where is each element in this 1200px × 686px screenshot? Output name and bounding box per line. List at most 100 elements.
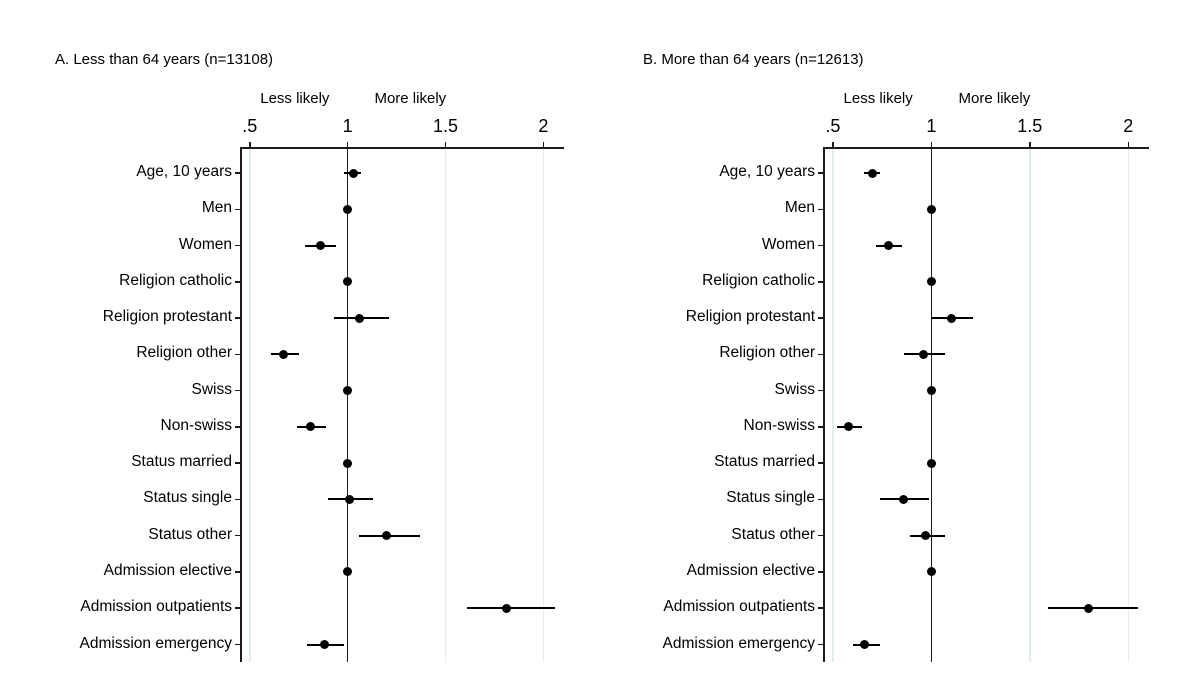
- category-tick: [817, 498, 824, 501]
- category-label: Religion other: [719, 344, 815, 362]
- or-dot: [926, 386, 936, 396]
- category-label: Status single: [143, 489, 232, 507]
- category-tick: [817, 534, 824, 537]
- category-tick: [817, 571, 824, 573]
- or-dot: [918, 349, 928, 359]
- category-label: Religion protestant: [102, 308, 232, 326]
- or-dot: [382, 531, 392, 541]
- ci-line: [306, 643, 344, 646]
- more-likely-label: More likely: [958, 90, 1031, 107]
- or-dot: [946, 313, 956, 323]
- or-dot: [343, 567, 353, 577]
- category-label: Men: [201, 199, 232, 217]
- ci-line: [328, 498, 374, 501]
- ci-line: [852, 643, 881, 646]
- category-tick: [234, 244, 241, 247]
- panel-a-title: A. Less than 64 years (n=13108): [55, 51, 274, 68]
- y-axis-line: [240, 147, 242, 662]
- category-label: Swiss: [191, 380, 232, 398]
- or-dot: [926, 204, 936, 214]
- category-tick: [234, 534, 241, 537]
- or-dot: [278, 349, 288, 359]
- category-label: Women: [761, 235, 815, 253]
- category-label: Status other: [148, 525, 232, 543]
- or-dot: [1084, 603, 1094, 613]
- x-tick-label: 1: [342, 116, 353, 136]
- category-label: Religion catholic: [119, 271, 232, 289]
- category-tick: [817, 462, 824, 464]
- category-tick: [234, 607, 241, 609]
- category-label: Admission outpatients: [80, 598, 232, 616]
- category-label: Age, 10 years: [719, 163, 815, 180]
- ci-line: [304, 244, 336, 247]
- category-label: Men: [784, 199, 815, 217]
- category-tick: [234, 281, 241, 283]
- category-tick: [817, 172, 824, 174]
- x-tick-label: .5: [825, 116, 841, 136]
- category-label: Admission emergency: [79, 634, 232, 652]
- or-dot: [859, 640, 869, 649]
- panel-b-title: B. More than 64 years (n=12613): [643, 51, 864, 68]
- x-axis-tick: [444, 142, 447, 148]
- category-label: Non-swiss: [160, 416, 232, 434]
- category-tick: [234, 462, 241, 464]
- y-axis-line: [823, 147, 825, 662]
- or-dot: [926, 277, 936, 287]
- category-tick: [817, 208, 824, 211]
- category-label: Status other: [731, 525, 815, 543]
- or-dot: [354, 313, 364, 323]
- or-dot: [319, 640, 329, 649]
- category-tick: [817, 643, 824, 646]
- category-label: Status married: [131, 453, 232, 471]
- x-gridline: [249, 148, 251, 662]
- x-axis-tick: [542, 142, 545, 148]
- or-dot: [920, 531, 930, 541]
- x-axis-tick: [930, 142, 933, 148]
- x-gridline: [444, 148, 447, 662]
- category-tick: [234, 172, 241, 174]
- category-label: Admission emergency: [662, 634, 815, 652]
- x-axis-line: [240, 147, 564, 149]
- ci-line: [876, 244, 902, 247]
- or-dot: [343, 386, 353, 396]
- or-dot: [343, 204, 353, 214]
- or-dot: [345, 494, 355, 504]
- ci-line: [359, 534, 421, 537]
- ci-line: [931, 317, 973, 320]
- or-dot: [883, 241, 893, 251]
- reference-line: [346, 148, 349, 662]
- category-label: Religion protestant: [685, 308, 815, 326]
- x-tick-label: 1: [926, 116, 937, 136]
- category-label: Non-swiss: [743, 416, 815, 434]
- or-dot: [926, 458, 936, 468]
- x-gridline: [832, 148, 834, 662]
- category-label: Women: [178, 235, 232, 253]
- ci-line: [296, 425, 327, 428]
- or-dot: [899, 494, 909, 504]
- category-label: Admission elective: [686, 561, 815, 579]
- category-tick: [234, 643, 241, 646]
- reference-line: [930, 148, 933, 662]
- ci-line: [343, 172, 362, 174]
- or-dot: [305, 422, 315, 432]
- x-gridline: [1127, 148, 1130, 662]
- x-axis-tick: [1127, 142, 1130, 148]
- ci-line: [333, 317, 389, 320]
- x-tick-label: .5: [242, 116, 258, 136]
- category-label: Religion other: [136, 344, 232, 362]
- category-label: Status married: [714, 453, 815, 471]
- category-tick: [817, 353, 824, 356]
- ci-line: [909, 534, 946, 537]
- x-tick-label: 1.5: [1017, 116, 1043, 136]
- category-label: Age, 10 years: [136, 163, 232, 180]
- more-likely-label: More likely: [374, 90, 447, 107]
- ci-line: [836, 425, 863, 428]
- x-axis-tick: [346, 142, 349, 148]
- category-label: Religion catholic: [702, 271, 815, 289]
- or-dot: [343, 277, 353, 287]
- category-tick: [817, 244, 824, 247]
- x-gridline: [1029, 148, 1031, 662]
- x-axis-tick: [249, 142, 251, 148]
- or-dot: [343, 458, 353, 468]
